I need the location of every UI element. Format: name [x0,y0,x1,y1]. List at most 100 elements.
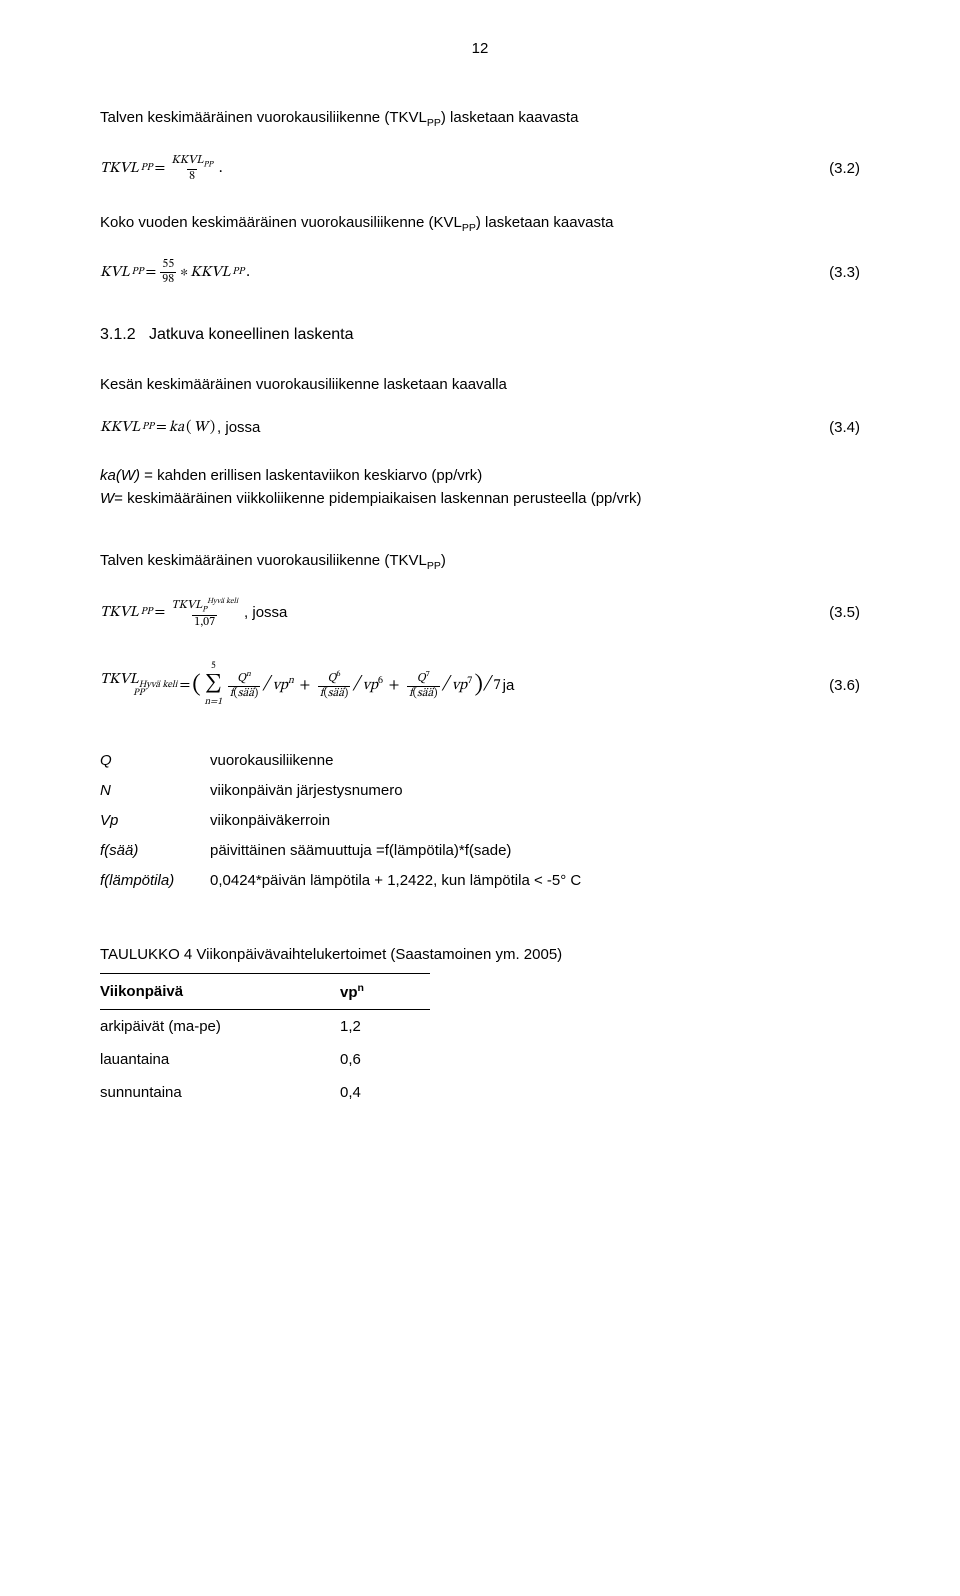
equation-number: (3.4) [829,419,860,436]
denominator: f(sää) [228,686,261,700]
var: TKVL [100,159,139,178]
section-heading-3-1-2: 3.1.2 Jatkuva koneellinen laskenta [100,326,860,344]
sub: Hyvä keli [139,681,178,690]
var: KKVL [171,154,203,166]
numerator: KKVLPP [169,154,215,170]
var: KKVL [190,263,230,282]
var: KVL [100,263,130,282]
denominator: 8 [187,169,197,183]
equation-expression: TKVLHyvä keli PP = ( ∑ 5 n=1 Qn f(sää) ⁄… [100,659,514,712]
term: ka(W) [100,467,140,484]
sub: PP [203,160,213,168]
slash: ⁄ [486,662,490,708]
text: ) lasketaan kaavasta [441,109,579,126]
equals: = [155,159,166,178]
equation-expression: KKVLPP = ka(W) , jossa [100,418,260,437]
desc: päivittäinen säämuuttuja =f(lämpötila)*f… [210,836,860,866]
denominator: 1,07 [192,615,217,629]
numerator: Qn [235,670,253,685]
def-row: Vp viikonpäiväkerroin [100,806,860,836]
term: Q [100,746,210,776]
sub: PP [141,606,153,619]
desc: viikonpäivän järjestysnumero [210,776,860,806]
equation-3-5: TKVLPP = TKVLPHyvä keli 1,07 , jossa (3.… [100,597,860,629]
cell-day: sunnuntaina [100,1076,340,1109]
fraction-n: Qn f(sää) [228,670,261,699]
paren: ( [186,418,191,437]
plus: + [385,669,403,702]
definitions-block-1: ka(W) = kahden erillisen laskentaviikon … [100,465,860,510]
subscript: PP [462,222,476,234]
col-header-day: Viikonpäivä [100,973,340,1009]
denominator: 98 [160,272,176,286]
numerator: 55 [160,258,176,271]
equation-number: (3.3) [829,264,860,281]
equation-expression: TKVLPP = TKVLPHyvä keli 1,07 , jossa [100,597,287,629]
equation-expression: KVLPP = 55 98 ∗ KKVLPP . [100,258,250,285]
section-number: 3.1.2 [100,326,136,343]
table-caption: TAULUKKO 4 Viikonpäivävaihtelukertoimet … [100,946,860,963]
ka: ka [169,418,184,437]
cell-day: lauantaina [100,1043,340,1076]
numerator: TKVLPHyvä keli [169,597,240,615]
w: W [194,418,208,437]
equals: = [145,263,156,282]
sub: PP [232,266,244,279]
fraction: 55 98 [160,258,176,285]
slash: ⁄ [265,662,269,708]
tail: ja [503,669,515,702]
seven: 7 [493,669,500,702]
def-row: f(lämpötila) 0,0424*päivän lämpötila + 1… [100,866,860,896]
col-header-vpn: vpn [340,973,430,1009]
term: f(lämpötila) [100,866,210,896]
desc: 0,0424*päivän lämpötila + 1,2422, kun lä… [210,866,860,896]
denominator: f(sää) [407,686,440,700]
paragraph-year-intro: Koko vuoden keskimääräinen vuorokausilii… [100,212,860,237]
equals: = [156,418,167,437]
cell-val: 1,2 [340,1009,430,1043]
sum-symbol: ∑ 5 n=1 [205,665,222,705]
vp-sup: n [358,982,364,994]
sum-top: 5 [211,656,216,678]
table-row: sunnuntaina 0,4 [100,1076,430,1109]
sum-bottom: n=1 [204,692,222,714]
times: ∗ [180,263,188,282]
desc: vuorokausiliikenne [210,746,860,776]
table-row: lauantaina 0,6 [100,1043,430,1076]
var: TKVL [100,672,139,687]
period: . [246,263,250,282]
equation-number: (3.6) [829,677,860,694]
equation-3-2: TKVLPP = KKVLPP 8 . (3.2) [100,154,860,184]
term: f(sää) [100,836,210,866]
table-header-row: Viikonpäivä vpn [100,973,430,1009]
text: Talven keskimääräinen vuorokausiliikenne… [100,109,427,126]
table-row: arkipäivät (ma-pe) 1,2 [100,1009,430,1043]
equation-3-4: KKVLPP = ka(W) , jossa (3.4) [100,418,860,437]
desc: viikonpäiväkerroin [210,806,860,836]
fraction-7: Q7 f(sää) [407,670,440,699]
term: W [100,490,114,507]
equation-number: (3.2) [829,160,860,177]
fraction-6: Q6 f(sää) [318,670,351,699]
def-row: N viikonpäivän järjestysnumero [100,776,860,806]
term: N [100,776,210,806]
vp-base: vp [340,984,358,1001]
tail: , jossa [217,419,260,436]
equation-number: (3.5) [829,604,860,621]
cell-val: 0,6 [340,1043,430,1076]
numerator: Q6 [326,670,343,685]
paragraph-winter2-intro: Talven keskimääräinen vuorokausiliikenne… [100,550,860,575]
page: 12 Talven keskimääräinen vuorokausiliike… [0,0,960,1596]
text: ) [441,552,446,569]
desc: = kahden erillisen laskentaviikon keskia… [140,467,482,484]
vp-n: vpn [273,669,294,702]
paragraph-winter-intro: Talven keskimääräinen vuorokausiliikenne… [100,107,860,132]
fraction: TKVLPHyvä keli 1,07 [169,597,240,629]
vp-6: vp6 [363,669,383,702]
denominator: f(sää) [318,686,351,700]
paragraph-summer-intro: Kesän keskimääräinen vuorokausiliikenne … [100,374,860,397]
coefficient-table: Viikonpäivä vpn arkipäivät (ma-pe) 1,2 l… [100,973,430,1109]
tail: , jossa [244,604,287,621]
paren-close: ) [474,659,483,712]
page-number: 12 [100,40,860,57]
